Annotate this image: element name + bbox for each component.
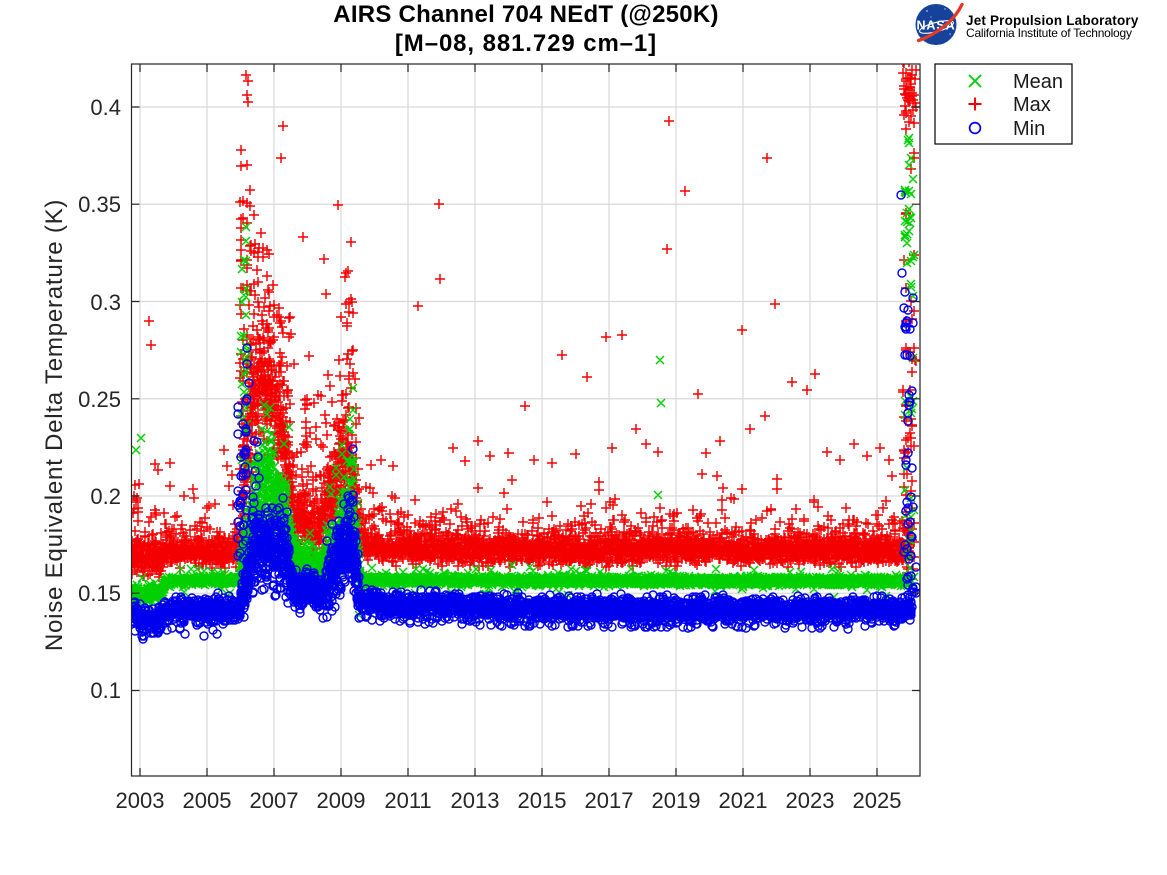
svg-text:0.3: 0.3: [90, 290, 121, 315]
svg-text:Noise Equivalent Delta Tempera: Noise Equivalent Delta Temperature (K): [41, 199, 68, 651]
svg-text:2021: 2021: [719, 788, 768, 813]
svg-text:NASA: NASA: [916, 19, 955, 33]
svg-text:2017: 2017: [585, 788, 634, 813]
svg-text:California Institute of Techno: California Institute of Technology: [966, 26, 1132, 40]
svg-text:0.2: 0.2: [90, 484, 121, 509]
svg-text:0.25: 0.25: [78, 387, 121, 412]
svg-text:Jet Propulsion Laboratory: Jet Propulsion Laboratory: [966, 13, 1139, 28]
svg-text:2019: 2019: [652, 788, 701, 813]
svg-text:0.4: 0.4: [90, 95, 121, 120]
svg-text:Mean: Mean: [1013, 71, 1063, 93]
svg-text:2025: 2025: [853, 788, 902, 813]
svg-text:Max: Max: [1013, 94, 1051, 116]
svg-text:2023: 2023: [786, 788, 835, 813]
svg-text:2009: 2009: [317, 788, 366, 813]
svg-text:0.35: 0.35: [78, 192, 121, 217]
svg-text:AIRS Channel 704 NEdT (@250K): AIRS Channel 704 NEdT (@250K): [333, 1, 718, 28]
svg-text:[M–08, 881.729 cm–1]: [M–08, 881.729 cm–1]: [395, 30, 657, 57]
svg-text:2003: 2003: [116, 788, 165, 813]
svg-text:2015: 2015: [518, 788, 567, 813]
svg-text:Min: Min: [1013, 118, 1045, 140]
svg-text:0.15: 0.15: [78, 581, 121, 606]
svg-text:0.1: 0.1: [90, 678, 121, 703]
svg-text:2011: 2011: [384, 788, 431, 813]
svg-text:2005: 2005: [183, 788, 232, 813]
svg-text:2007: 2007: [250, 788, 299, 813]
svg-text:2013: 2013: [451, 788, 500, 813]
